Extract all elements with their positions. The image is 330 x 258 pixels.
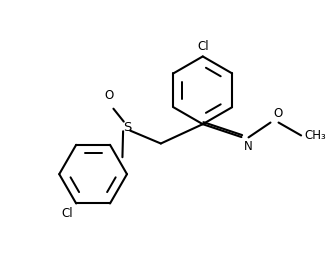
Text: O: O xyxy=(105,89,114,102)
Text: Cl: Cl xyxy=(61,207,73,220)
Text: S: S xyxy=(123,121,131,134)
Text: N: N xyxy=(244,140,253,153)
Text: O: O xyxy=(273,107,282,120)
Text: CH₃: CH₃ xyxy=(304,129,326,142)
Text: Cl: Cl xyxy=(197,40,209,53)
